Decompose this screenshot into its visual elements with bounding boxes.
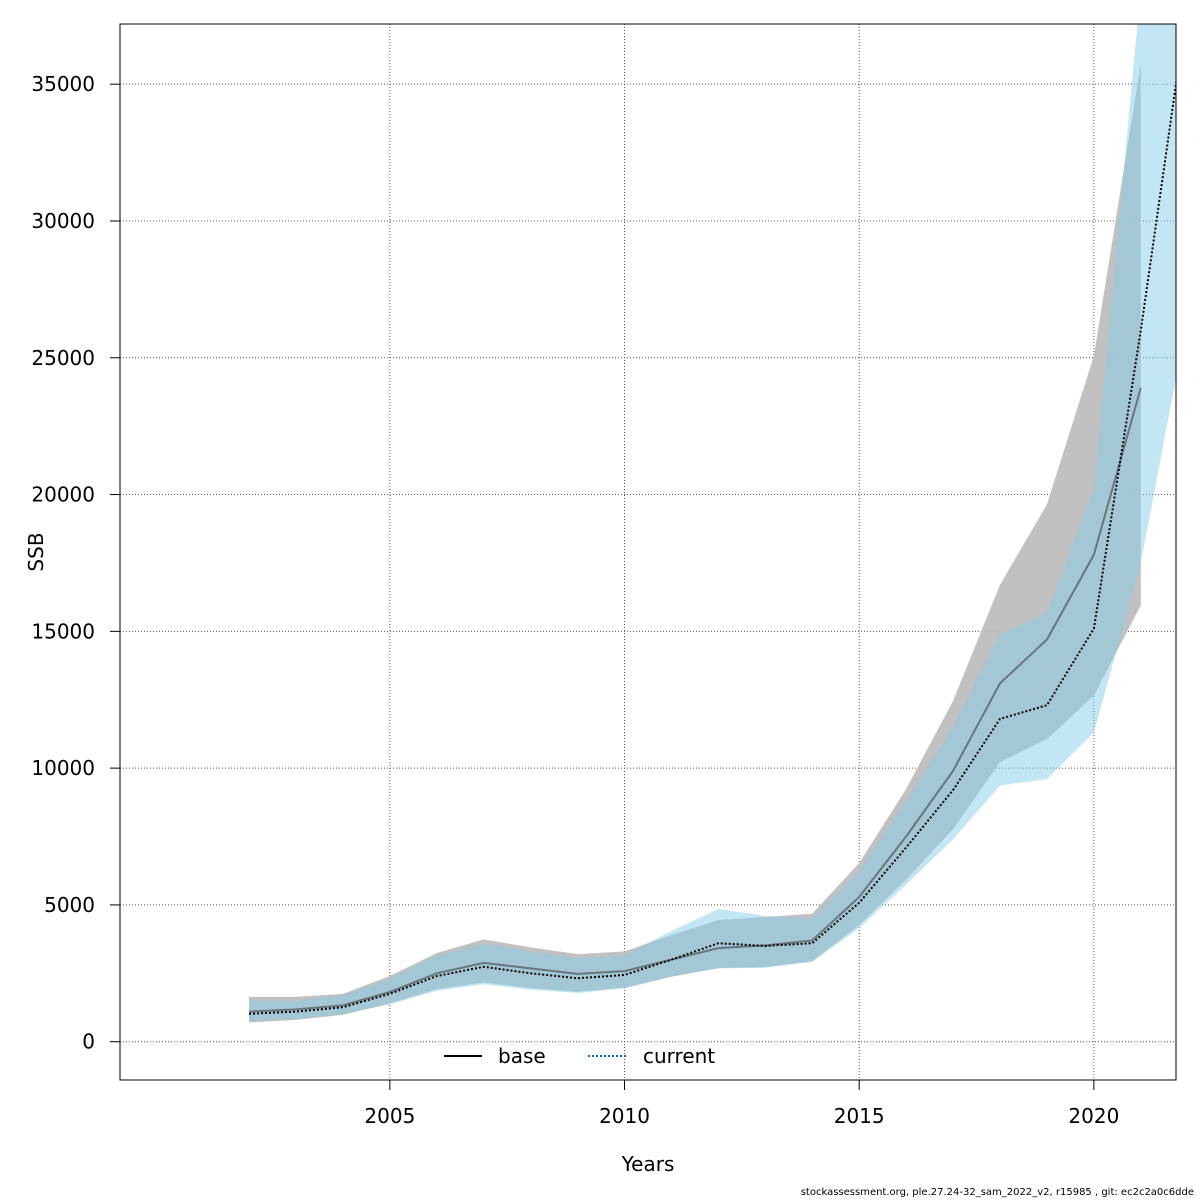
y-tick-label-10000: 10000 [31,756,95,780]
x-tick-label-2020: 2020 [1068,1104,1119,1128]
grid-lines [120,24,1176,1080]
x-tick-label-2005: 2005 [364,1104,415,1128]
x-tick-label-2010: 2010 [599,1104,650,1128]
y-tick-label-30000: 30000 [31,209,95,233]
x-tick-label-2015: 2015 [834,1104,885,1128]
y-tick-label-15000: 15000 [31,619,95,643]
y-tick-label-5000: 5000 [44,893,95,917]
confidence-band-current [249,24,1176,1022]
y-tick-label-35000: 35000 [31,72,95,96]
plot-frame [119,23,1177,1081]
y-tick-label-0: 0 [82,1030,95,1054]
series-line-base [249,387,1142,1013]
y-tick-label-20000: 20000 [31,483,95,507]
y-tick-label-25000: 25000 [31,346,95,370]
x-axis-title: Years [621,1152,675,1176]
legend: base current [444,1044,715,1068]
legend-label-current: current [643,1044,715,1068]
y-axis-title: SSB [24,532,48,571]
legend-label-base: base [498,1044,546,1068]
series-line-current [249,77,1176,1015]
series-layer [249,24,1176,1023]
footer-source: stockassessment.org, ple.27.24-32_sam_20… [800,1187,1194,1198]
y-axis: 0 5000 10000 15000 20000 25000 30000 35000 [31,72,120,1054]
confidence-band-base [249,63,1141,1023]
x-axis: 2005 2010 2015 2020 [364,1080,1119,1128]
